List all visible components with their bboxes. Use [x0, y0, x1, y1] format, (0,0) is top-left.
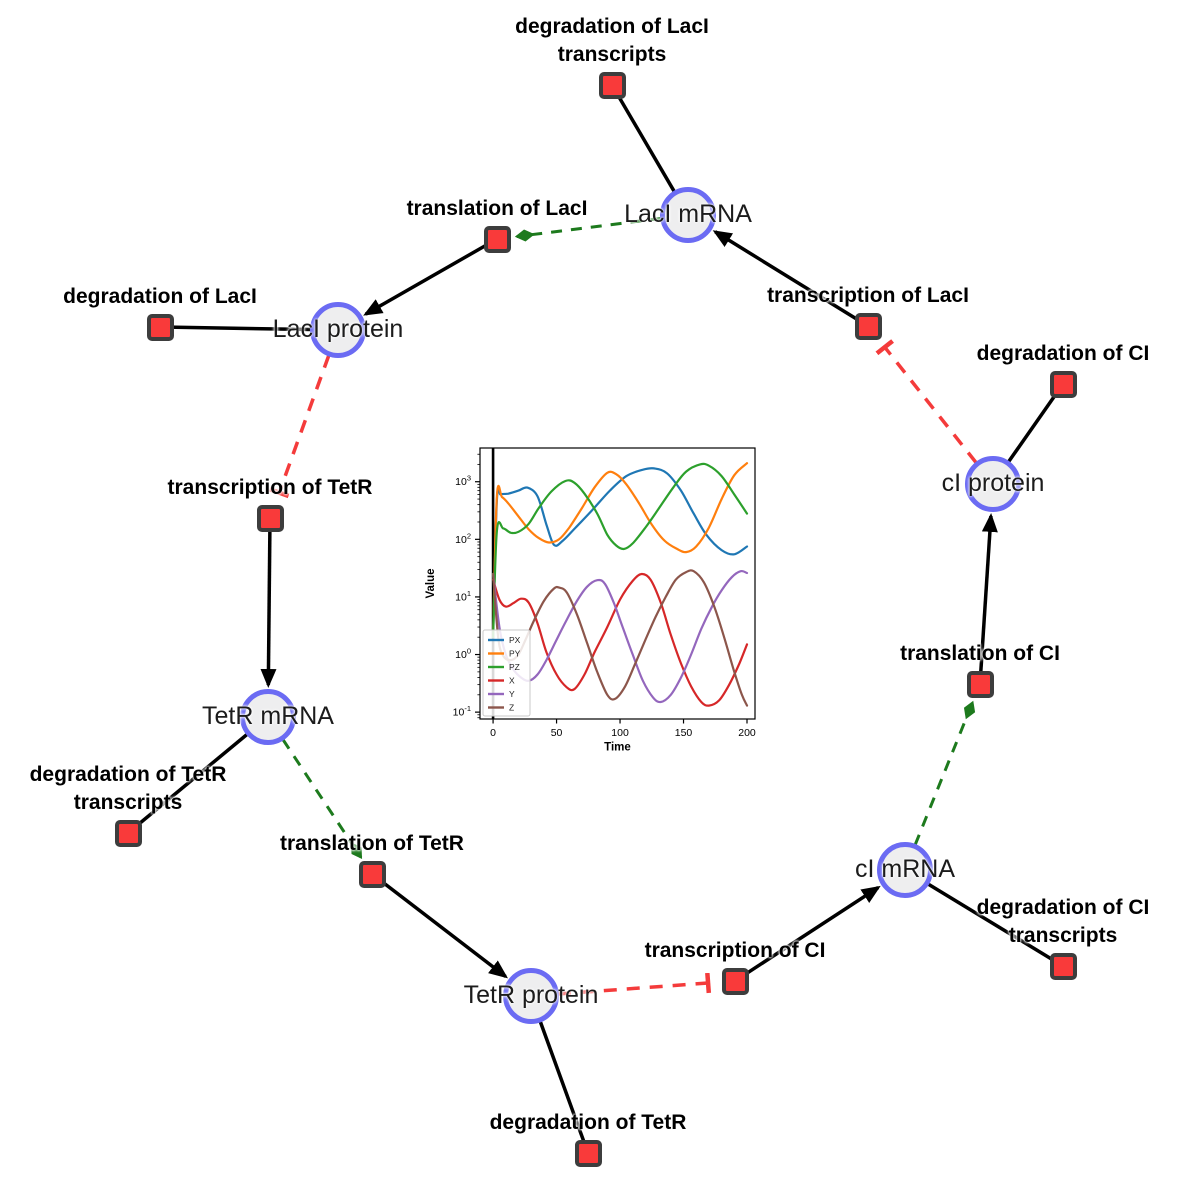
species-label-tetr_protein: TetR protein	[463, 981, 599, 1009]
reaction-node-transl_ci[interactable]	[966, 670, 994, 698]
inset-chart: 10-1 100 101 102 103 0 50 100 150 200 Time Value PX P…	[420, 430, 780, 775]
reaction-label-deg_laci: degradation of LacI	[0, 283, 370, 311]
edge-tetr_protein-deg_tetr	[538, 1020, 589, 1152]
edge-ci_mrna-transl_ci	[913, 700, 976, 846]
reaction-label-line: degradation of TetR	[29, 763, 227, 786]
species-label-laci_mrna: LacI mRNA	[624, 200, 752, 228]
legend-label-X: X	[509, 676, 515, 686]
edge-laci_protein-txn_tetr	[269, 354, 331, 499]
x-tick-label: 200	[738, 727, 756, 739]
species-label-ci_mrna: cI mRNA	[855, 855, 955, 883]
legend-label-PZ: PZ	[509, 662, 520, 672]
edge-laci_mrna-deg_laci_tx	[611, 85, 676, 193]
reaction-node-deg_laci[interactable]	[146, 313, 174, 341]
reaction-node-deg_ci[interactable]	[1049, 370, 1077, 398]
species-label-ci_protein: cI protein	[941, 469, 1045, 497]
reaction-node-deg_tetr_tx[interactable]	[114, 819, 142, 847]
edge-tetr_mrna-deg_tetr_tx	[128, 732, 249, 834]
legend-label-Y: Y	[509, 689, 515, 699]
reaction-node-deg_ci_tx[interactable]	[1049, 952, 1077, 980]
reaction-label-deg_tetr_tx: degradation of TetR transcripts	[0, 761, 338, 817]
plot-frame	[479, 447, 756, 720]
x-tick-label: 50	[551, 727, 563, 739]
species-node-ci_mrna[interactable]	[877, 842, 933, 898]
reaction-label-line: transcripts	[1008, 924, 1118, 947]
reaction-label-line: translation of TetR	[280, 832, 464, 855]
edge-ci_protein-deg_ci	[1007, 384, 1064, 463]
edge-txn_tetr-tetr_mrna	[260, 519, 277, 689]
reaction-label-line: degradation of CI	[976, 342, 1150, 365]
legend-box	[482, 629, 531, 717]
series-PX	[492, 467, 749, 639]
x-tick-label: 100	[611, 727, 629, 739]
reaction-label-line: degradation of CI	[976, 896, 1150, 919]
reaction-label-line: degradation of LacI	[63, 285, 257, 308]
reaction-node-transl_laci[interactable]	[483, 225, 511, 253]
reaction-label-txn_ci: transcription of CI	[525, 937, 945, 965]
reaction-label-line: transcripts	[73, 791, 183, 814]
reaction-label-deg_ci_tx: degradation of CI transcripts	[853, 894, 1189, 950]
x-tick-label: 150	[675, 727, 693, 739]
edge-ci_protein-txn_laci	[875, 339, 978, 464]
reaction-label-transl_laci: translation of LacI	[287, 195, 707, 223]
series-PY	[492, 462, 749, 639]
x-axis-label: Time	[604, 742, 631, 754]
reaction-label-line: translation of LacI	[406, 197, 588, 220]
legend-label-PX: PX	[509, 635, 521, 645]
reaction-node-deg_tetr[interactable]	[574, 1139, 602, 1167]
species-node-tetr_protein[interactable]	[503, 968, 559, 1024]
edge-txn_laci-laci_mrna	[712, 230, 868, 327]
legend-label-PY: PY	[509, 649, 521, 659]
reaction-node-txn_tetr[interactable]	[256, 504, 284, 532]
edge-txn_ci-ci_mrna	[735, 885, 881, 982]
reaction-label-deg_ci: degradation of CI	[853, 340, 1189, 368]
reaction-label-line: transcripts	[557, 43, 667, 66]
x-tick-label: 0	[490, 727, 496, 739]
reaction-node-deg_laci_tx[interactable]	[598, 71, 626, 99]
edge-laci_protein-deg_laci	[161, 325, 312, 332]
reaction-node-txn_laci[interactable]	[854, 312, 882, 340]
legend-label-Z: Z	[509, 703, 514, 713]
reaction-label-line: translation of CI	[900, 642, 1060, 665]
reaction-label-line: degradation of LacI	[515, 15, 709, 38]
series-X	[492, 572, 749, 707]
reaction-label-txn_tetr: transcription of TetR	[60, 474, 480, 502]
reaction-label-transl_tetr: translation of TetR	[162, 830, 582, 858]
reaction-label-transl_ci: translation of CI	[770, 640, 1189, 668]
edge-laci_mrna-transl_laci	[514, 216, 662, 242]
edge-transl_laci-laci_protein	[363, 238, 497, 316]
species-label-laci_protein: LacI protein	[272, 315, 404, 343]
reaction-node-txn_ci[interactable]	[721, 967, 749, 995]
reaction-node-transl_tetr[interactable]	[358, 860, 386, 888]
reaction-label-deg_tetr: degradation of TetR	[378, 1109, 798, 1137]
species-node-tetr_mrna[interactable]	[240, 689, 296, 745]
reaction-label-line: transcription of TetR	[167, 476, 373, 499]
edge-ci_mrna-deg_ci_tx	[927, 882, 1063, 967]
species-node-ci_protein[interactable]	[965, 456, 1021, 512]
y-axis-label: Value	[425, 568, 437, 598]
species-label-tetr_mrna: TetR mRNA	[202, 702, 334, 730]
chart-legend: PX PY PZ XYZ	[482, 629, 531, 717]
edge-transl_tetr-tetr_protein	[372, 873, 508, 979]
species-node-laci_mrna[interactable]	[660, 187, 716, 243]
reaction-label-line: degradation of TetR	[489, 1111, 687, 1134]
reaction-label-txn_laci: transcription of LacI	[658, 282, 1078, 310]
reaction-label-line: transcription of CI	[644, 939, 826, 962]
reaction-label-line: transcription of LacI	[767, 284, 969, 307]
series-PZ	[492, 462, 749, 639]
edge-transl_ci-ci_protein	[978, 512, 998, 683]
edge-tetr_protein-txn_ci	[557, 972, 712, 996]
reaction-label-deg_laci_tx: degradation of LacI transcripts	[402, 13, 822, 69]
species-node-laci_protein[interactable]	[310, 302, 366, 358]
edge-tetr_mrna-transl_tetr	[281, 738, 363, 859]
